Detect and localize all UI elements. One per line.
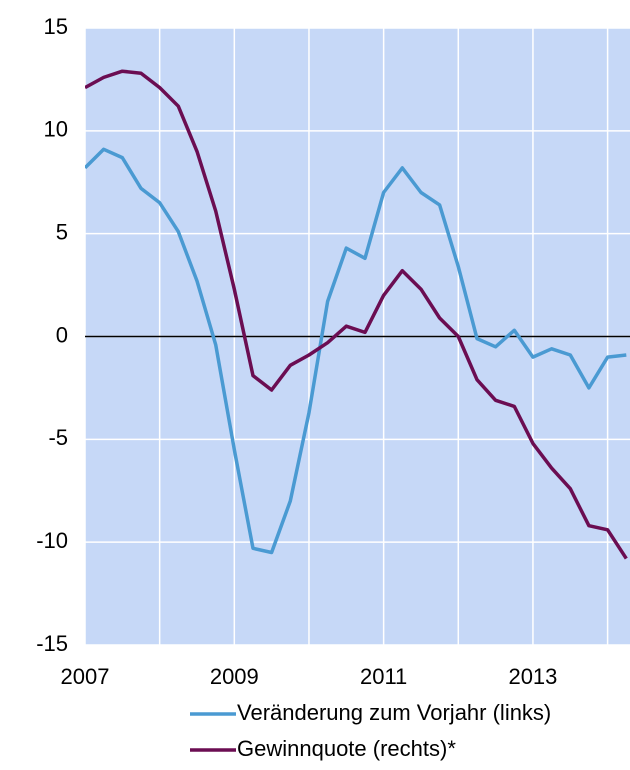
y-tick-label: -15 [36, 631, 68, 656]
x-tick-label: 2009 [210, 664, 259, 689]
y-tick-label: -10 [36, 528, 68, 553]
x-tick-label: 2011 [360, 664, 407, 689]
legend-label: Veränderung zum Vorjahr (links) [237, 700, 551, 725]
y-tick-label: -5 [48, 425, 68, 450]
series-line [85, 69, 628, 560]
y-tick-label: 5 [56, 219, 68, 244]
y-tick-label: 0 [56, 322, 68, 347]
series-line [85, 147, 627, 555]
y-tick-label: 10 [44, 117, 68, 142]
y-tick-label: 15 [44, 14, 68, 39]
x-tick-label: 2013 [508, 664, 557, 689]
legend-label: Gewinnquote (rechts)* [237, 736, 456, 761]
plot-lines [85, 69, 628, 560]
x-tick-label: 2007 [61, 664, 110, 689]
